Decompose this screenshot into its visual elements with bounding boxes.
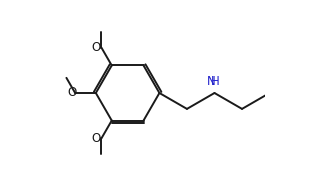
Text: O: O [91, 41, 100, 54]
Text: O: O [67, 86, 76, 100]
Text: O: O [91, 132, 100, 145]
Text: N: N [207, 75, 215, 88]
Text: H: H [211, 75, 220, 88]
